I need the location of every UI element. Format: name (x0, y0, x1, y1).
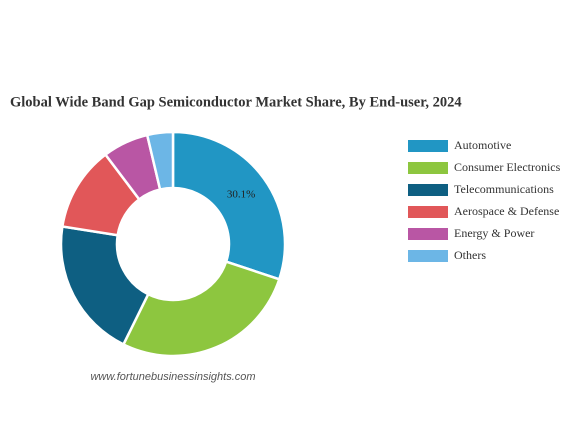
slice (121, 260, 281, 358)
legend-swatch (408, 250, 448, 262)
legend-swatch (408, 140, 448, 152)
slice (145, 130, 175, 192)
source: www.fortunebusinessinsights.com (90, 371, 255, 383)
chart-title: Global Wide Band Gap Semiconductor Marke… (10, 94, 462, 110)
legend-swatch (408, 228, 448, 240)
legend-label: Consumer Electronics (454, 160, 561, 174)
legend-label: Energy & Power (454, 226, 534, 240)
legend-swatch (408, 206, 448, 218)
data-label: 30.1% (227, 188, 255, 200)
legend-swatch (408, 184, 448, 196)
slice (59, 225, 150, 347)
legend-label: Telecommunications (454, 182, 554, 196)
legend-swatch (408, 162, 448, 174)
slice (171, 130, 287, 281)
legend-label: Others (454, 248, 486, 262)
legend-label: Aerospace & Defense (454, 204, 559, 218)
legend-label: Automotive (454, 138, 511, 152)
